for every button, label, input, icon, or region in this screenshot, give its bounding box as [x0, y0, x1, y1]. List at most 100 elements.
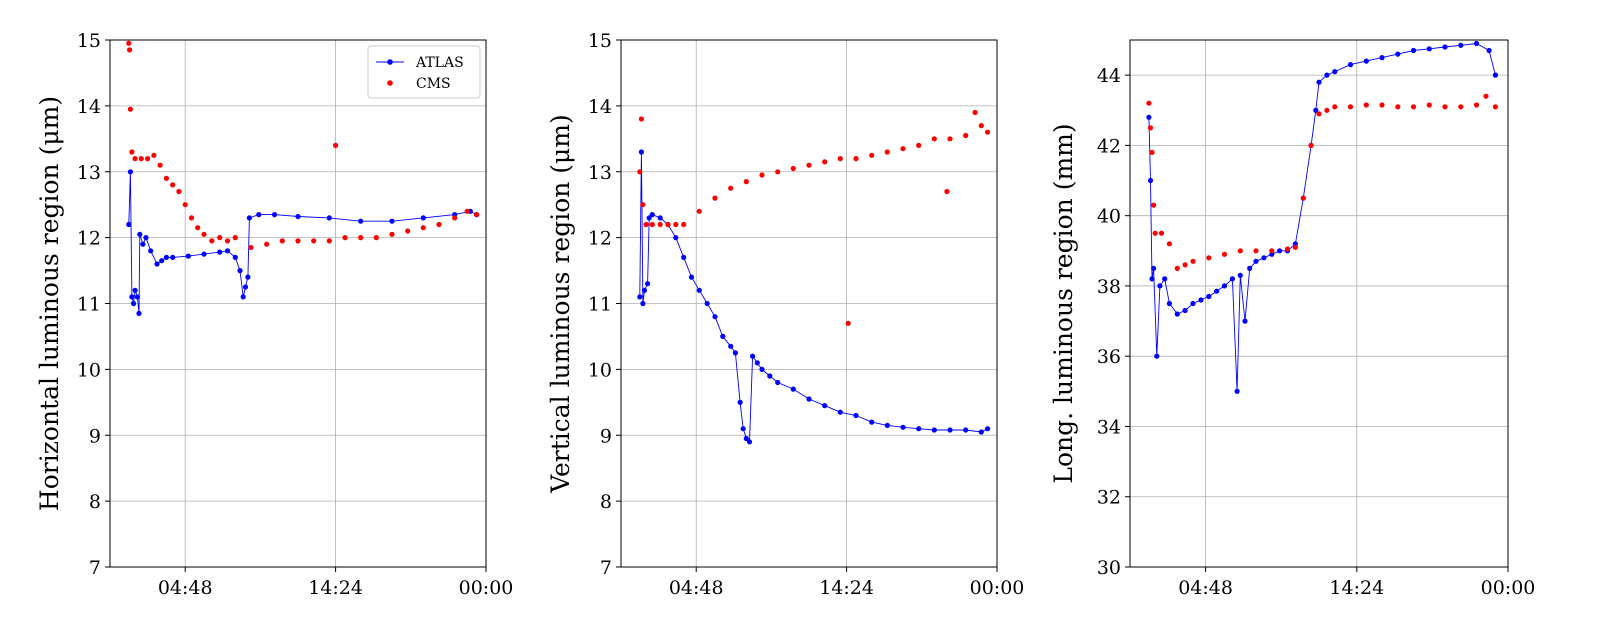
y-tick-label: 9 [600, 425, 612, 447]
data-point-cms [681, 221, 687, 228]
y-axis-label: Long. luminous region (mm) [1049, 123, 1078, 483]
y-tick-label: 14 [77, 96, 101, 118]
data-point-cms [696, 208, 702, 214]
y-tick-label: 40 [1097, 206, 1121, 228]
data-point-cms [1146, 100, 1152, 106]
data-point-cms [1458, 104, 1464, 110]
y-axis-label: Vertical luminous region (μm) [546, 114, 575, 494]
y-tick-label: 11 [77, 294, 101, 316]
data-point-cms [1292, 244, 1298, 250]
data-point-atlas [767, 373, 773, 379]
chart-panel-2: 04:48 14:24 00:00 7 8 9 10 11 12 13 14 15 Vertical l… [546, 30, 1024, 599]
data-point-cms [853, 156, 859, 162]
data-point-cms [638, 116, 645, 122]
legend-marker-swatch [387, 59, 393, 65]
y-tick-label: 32 [1097, 487, 1121, 509]
data-point-atlas [638, 149, 645, 155]
data-point-atlas [130, 300, 137, 307]
chart-panel-3: 04:48 14:24 00:00 30 32 34 36 38 40 42 44 Long. lum… [1049, 39, 1536, 599]
data-point-atlas [657, 215, 663, 221]
y-axis-label: Horizontal luminous region (μm) [35, 96, 64, 511]
data-point-atlas [740, 426, 746, 432]
y-tick-label: 8 [89, 491, 101, 513]
data-point-cms [1395, 104, 1401, 110]
data-point-atlas [1492, 72, 1498, 78]
data-point-atlas [245, 274, 251, 280]
data-point-cms [837, 156, 843, 162]
data-point-cms [1221, 251, 1228, 257]
data-point-atlas [217, 249, 223, 255]
data-point-atlas [154, 261, 160, 267]
data-point-atlas [1395, 51, 1401, 57]
data-point-cms [1363, 102, 1369, 108]
chart-panel-1: 04:48 14:24 00:00 7 8 9 10 11 12 13 14 15 Horizontal… [35, 30, 513, 599]
series-cms [1146, 93, 1498, 271]
data-point-atlas [136, 310, 142, 316]
data-point-atlas [673, 235, 679, 241]
data-point-cms [845, 320, 851, 326]
data-point-atlas [720, 333, 726, 339]
data-point-cms [279, 238, 285, 244]
data-point-cms [775, 169, 781, 175]
data-point-cms [640, 202, 646, 208]
data-point-atlas [869, 419, 875, 425]
data-point-atlas [759, 366, 765, 372]
data-point-cms [790, 165, 796, 172]
data-point-cms [1149, 149, 1155, 155]
data-point-atlas [1442, 44, 1448, 50]
plot-area [1146, 40, 1498, 394]
data-point-cms [326, 238, 332, 244]
data-point-atlas [732, 350, 739, 356]
data-point-cms [1492, 104, 1498, 110]
legend-entry-cms: CMS [387, 76, 451, 92]
data-point-atlas [649, 212, 655, 218]
data-point-atlas [1277, 248, 1283, 254]
data-point-atlas [750, 353, 756, 359]
data-point-cms [311, 238, 317, 244]
data-point-atlas [1473, 40, 1480, 47]
x-tick-label: 00:00 [1481, 577, 1536, 599]
data-point-atlas [420, 215, 426, 221]
data-point-cms [420, 225, 426, 231]
data-point-atlas [256, 212, 262, 218]
data-point-cms [1284, 246, 1291, 252]
data-point-cms [248, 244, 254, 251]
data-point-atlas [126, 221, 132, 228]
y-tick-label: 13 [77, 162, 101, 184]
data-point-cms [1316, 111, 1322, 117]
data-point-cms [373, 235, 379, 241]
data-point-atlas [931, 427, 937, 433]
data-point-cms [1166, 241, 1172, 247]
data-point-cms [1190, 258, 1196, 264]
series-line-atlas [1148, 43, 1496, 392]
data-point-atlas [137, 231, 143, 237]
data-point-cms [869, 152, 875, 158]
data-point-cms [145, 156, 151, 162]
data-point-cms [1332, 104, 1338, 110]
data-point-cms [1158, 230, 1165, 236]
series-atlas [126, 169, 480, 316]
data-point-atlas [1313, 107, 1319, 113]
data-point-atlas [240, 294, 246, 300]
data-point-atlas [688, 274, 695, 280]
data-point-atlas [681, 254, 687, 260]
x-tick-label: 14:24 [819, 577, 874, 599]
data-point-atlas [900, 424, 906, 430]
data-point-cms [129, 149, 135, 155]
data-point-atlas [696, 287, 702, 293]
data-point-atlas [985, 426, 991, 432]
data-point-cms [1347, 104, 1354, 110]
data-point-cms [405, 228, 411, 234]
data-point-cms [1182, 262, 1188, 268]
data-point-cms [201, 231, 207, 237]
y-tick-label: 7 [600, 557, 612, 579]
data-point-cms [1253, 248, 1259, 254]
data-point-cms [1308, 142, 1314, 148]
y-tick-label: 34 [1097, 416, 1121, 438]
data-point-cms [232, 235, 238, 241]
legend-entry-atlas: ATLAS [376, 55, 464, 71]
data-point-cms [1269, 248, 1275, 254]
data-point-atlas [201, 251, 207, 257]
data-point-atlas [822, 403, 828, 409]
